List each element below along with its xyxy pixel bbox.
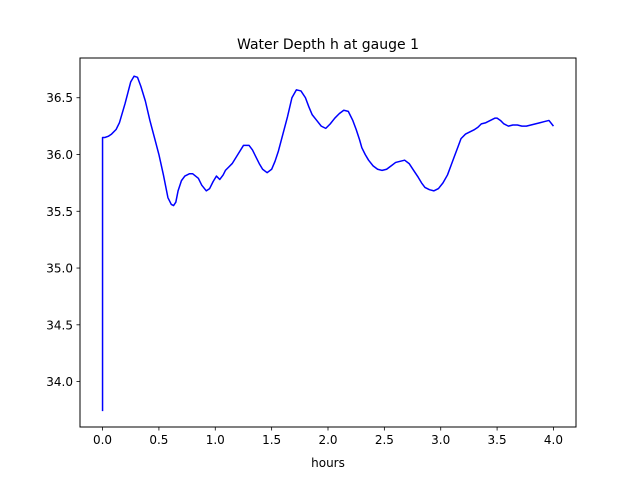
x-tick-label: 0.0: [93, 433, 112, 447]
x-tick-label: 2.0: [318, 433, 337, 447]
y-tick-label: 35.0: [46, 262, 73, 276]
y-tick-label: 34.5: [46, 318, 73, 332]
y-tick-label: 36.5: [46, 91, 73, 105]
series-line: [101, 75, 555, 412]
series-layer: [101, 75, 555, 412]
x-tick-label: 3.5: [488, 433, 507, 447]
ticks-layer: 0.0 0.5 1.0 1.5 2.0 2.5 3.0 3.5 4.0 34.0 34.5 35.0 3…: [46, 91, 563, 447]
x-tick-label: 3.0: [431, 433, 450, 447]
y-tick-label: 35.5: [46, 205, 73, 219]
x-tick-label: 1.5: [262, 433, 281, 447]
plot-area: [80, 58, 576, 427]
x-tick-label: 2.5: [375, 433, 394, 447]
y-tick-label: 36.0: [46, 148, 73, 162]
x-tick-label: 0.5: [149, 433, 168, 447]
chart-title: Water Depth h at gauge 1: [237, 37, 419, 53]
x-axis-label: hours: [311, 456, 345, 470]
plot-frame: [79, 57, 577, 428]
y-tick-label: 34.0: [46, 375, 73, 389]
x-tick-label: 1.0: [206, 433, 225, 447]
x-tick-label: 4.0: [544, 433, 563, 447]
